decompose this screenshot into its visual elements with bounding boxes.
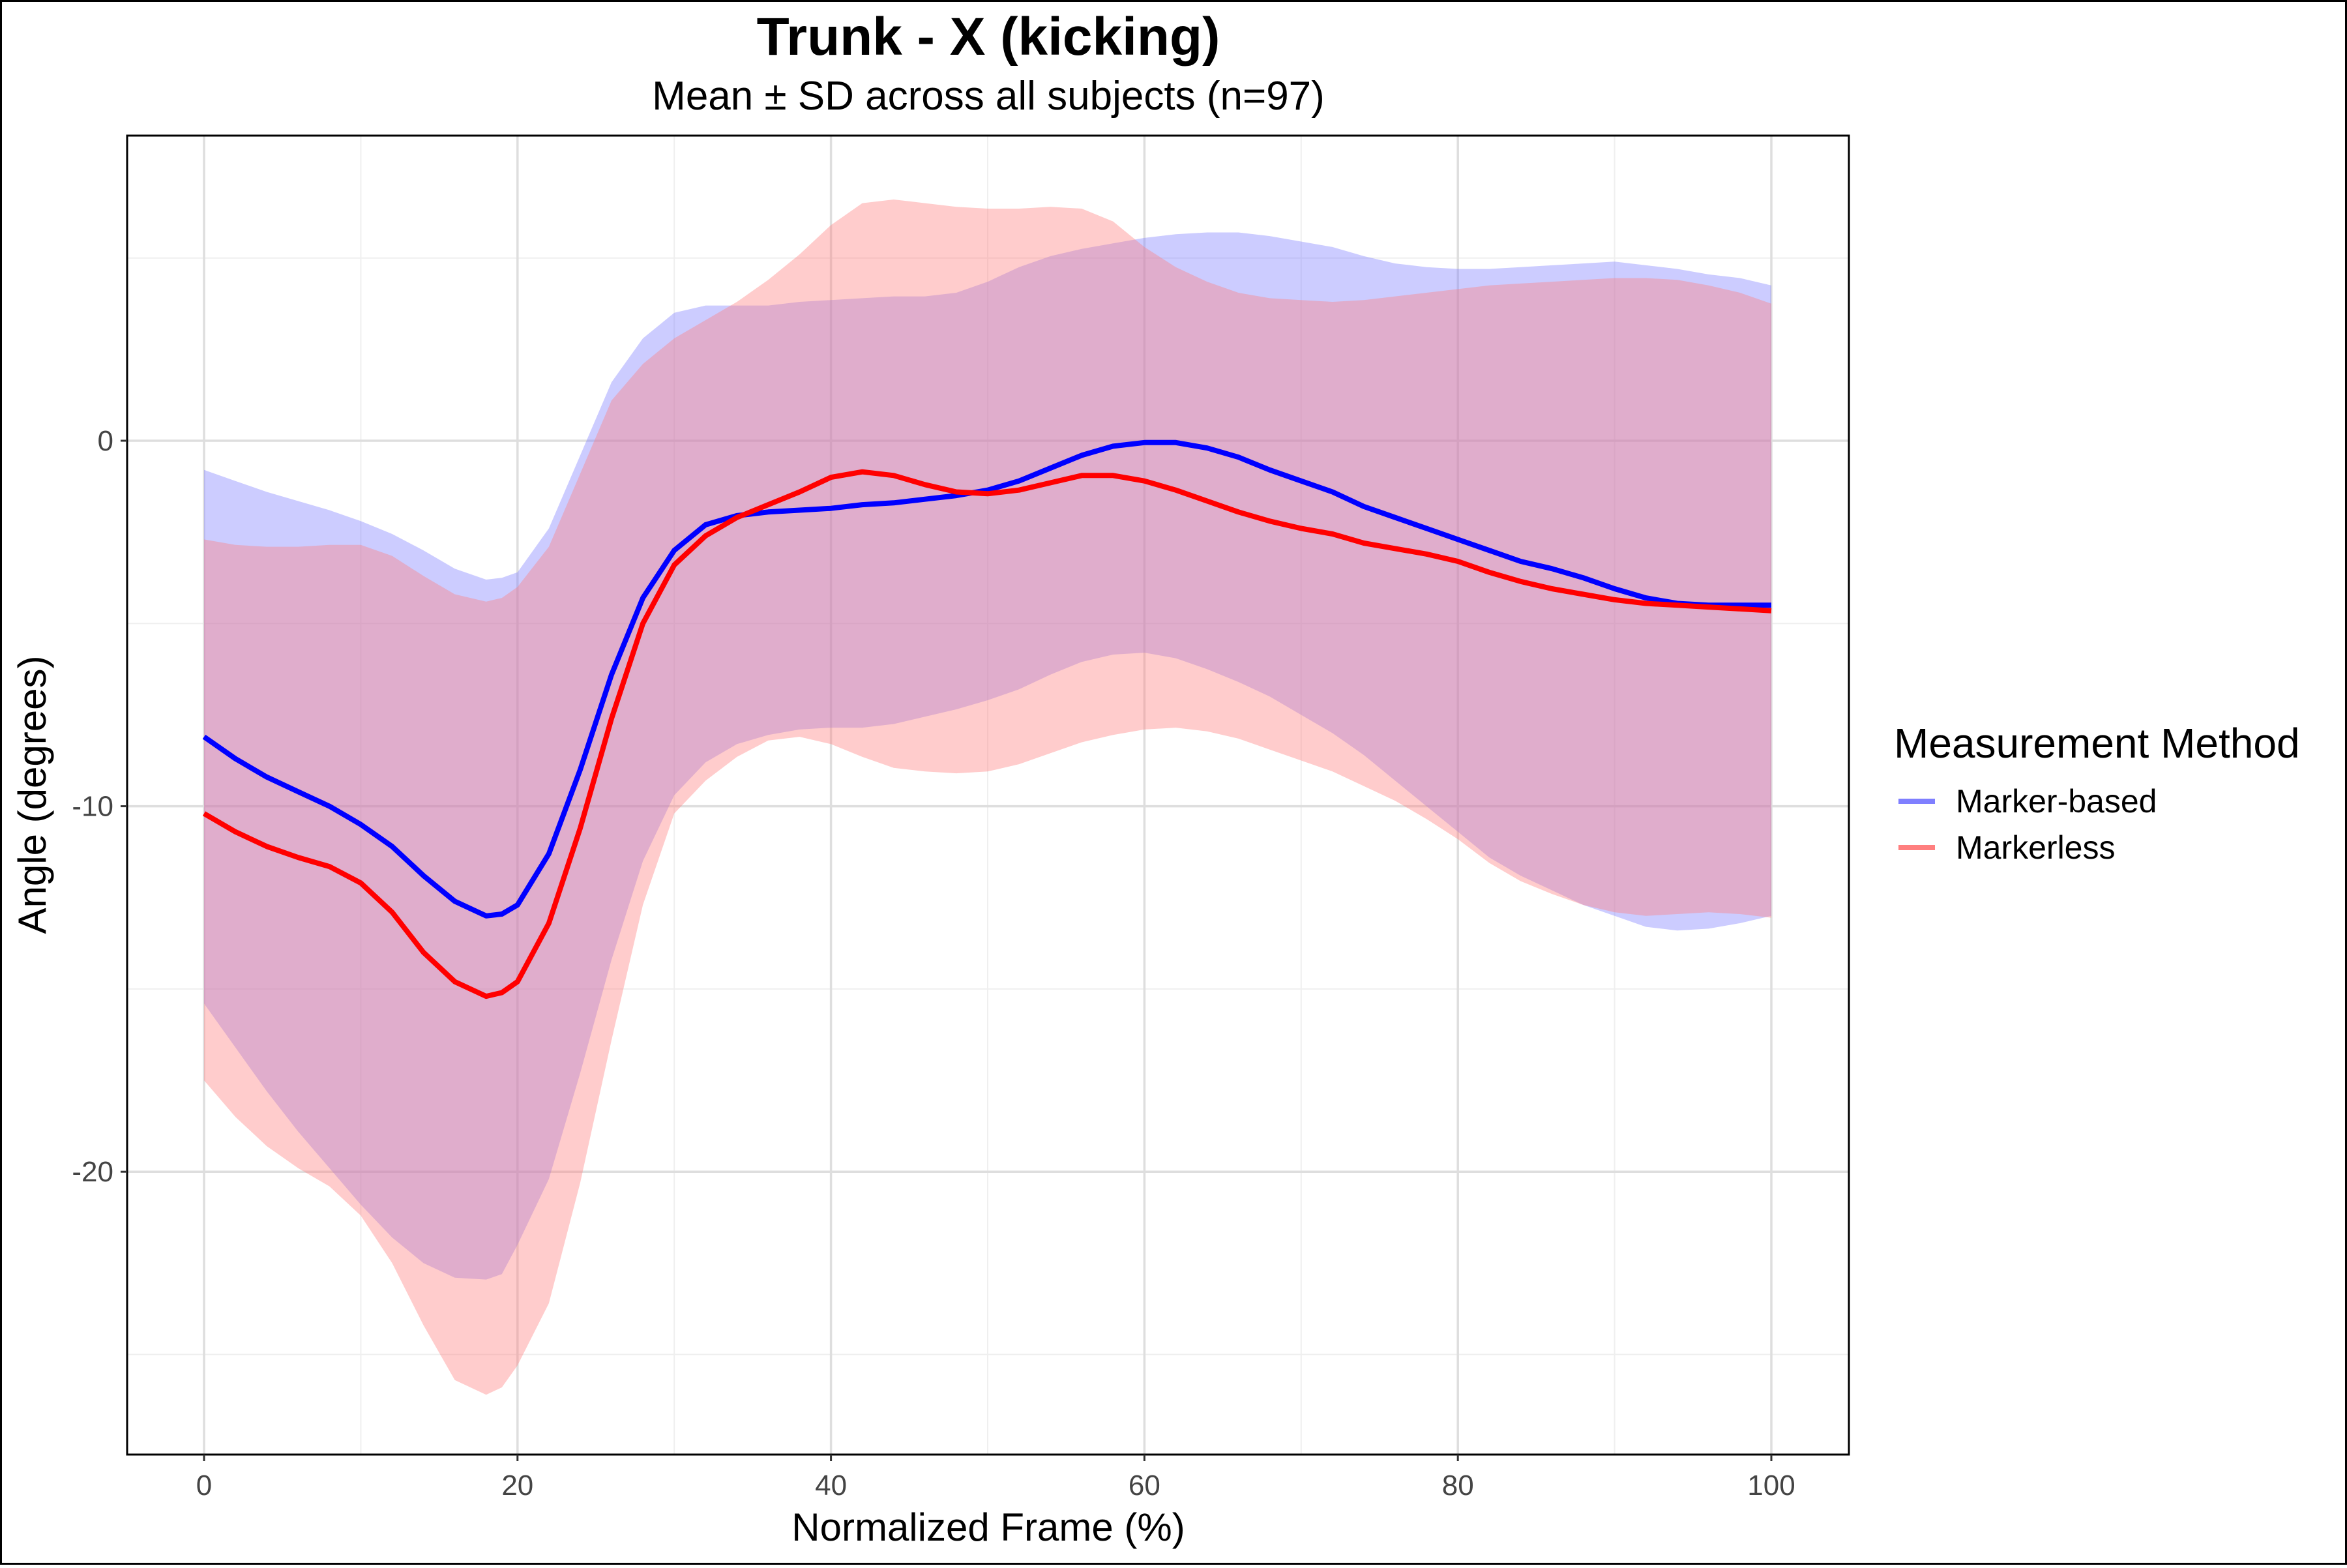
chart-subtitle: Mean ± SD across all subjects (n=97) bbox=[652, 74, 1325, 119]
legend: Measurement Method Marker-based Markerle… bbox=[1894, 720, 2300, 866]
mean-line-markerless bbox=[202, 469, 1772, 999]
chart-title: Trunk - X (kicking) bbox=[757, 7, 1220, 67]
x-tick-label: 60 bbox=[1129, 1470, 1160, 1501]
x-tick-label: 80 bbox=[1442, 1470, 1474, 1501]
sd-band-marker-based bbox=[204, 232, 1771, 1280]
x-axis-title: Normalized Frame (%) bbox=[791, 1505, 1185, 1549]
y-axis-title: Angle (degrees) bbox=[10, 656, 54, 934]
sd-band-markerless bbox=[204, 200, 1771, 1395]
legend-label-marker-based: Marker-based bbox=[1956, 783, 2157, 820]
grid-layer bbox=[127, 136, 1849, 1455]
plot-panel-border bbox=[126, 134, 1850, 1456]
legend-label-markerless: Markerless bbox=[1956, 829, 2115, 866]
x-tick-label: 100 bbox=[1747, 1470, 1795, 1501]
legend-title: Measurement Method bbox=[1894, 720, 2300, 767]
x-tick-label: 40 bbox=[815, 1470, 847, 1501]
x-axis-ticks: 0 20 40 60 80 100 bbox=[196, 1455, 1795, 1501]
y-tick-label: -10 bbox=[72, 791, 113, 823]
x-tick-label: 0 bbox=[196, 1470, 212, 1501]
y-tick-label: -20 bbox=[72, 1156, 113, 1188]
x-tick-label: 20 bbox=[501, 1470, 533, 1501]
band-layer bbox=[204, 200, 1771, 1395]
y-tick-label: 0 bbox=[98, 425, 113, 457]
line-layer bbox=[202, 439, 1772, 999]
y-axis-ticks: -20 -10 0 bbox=[72, 425, 127, 1188]
